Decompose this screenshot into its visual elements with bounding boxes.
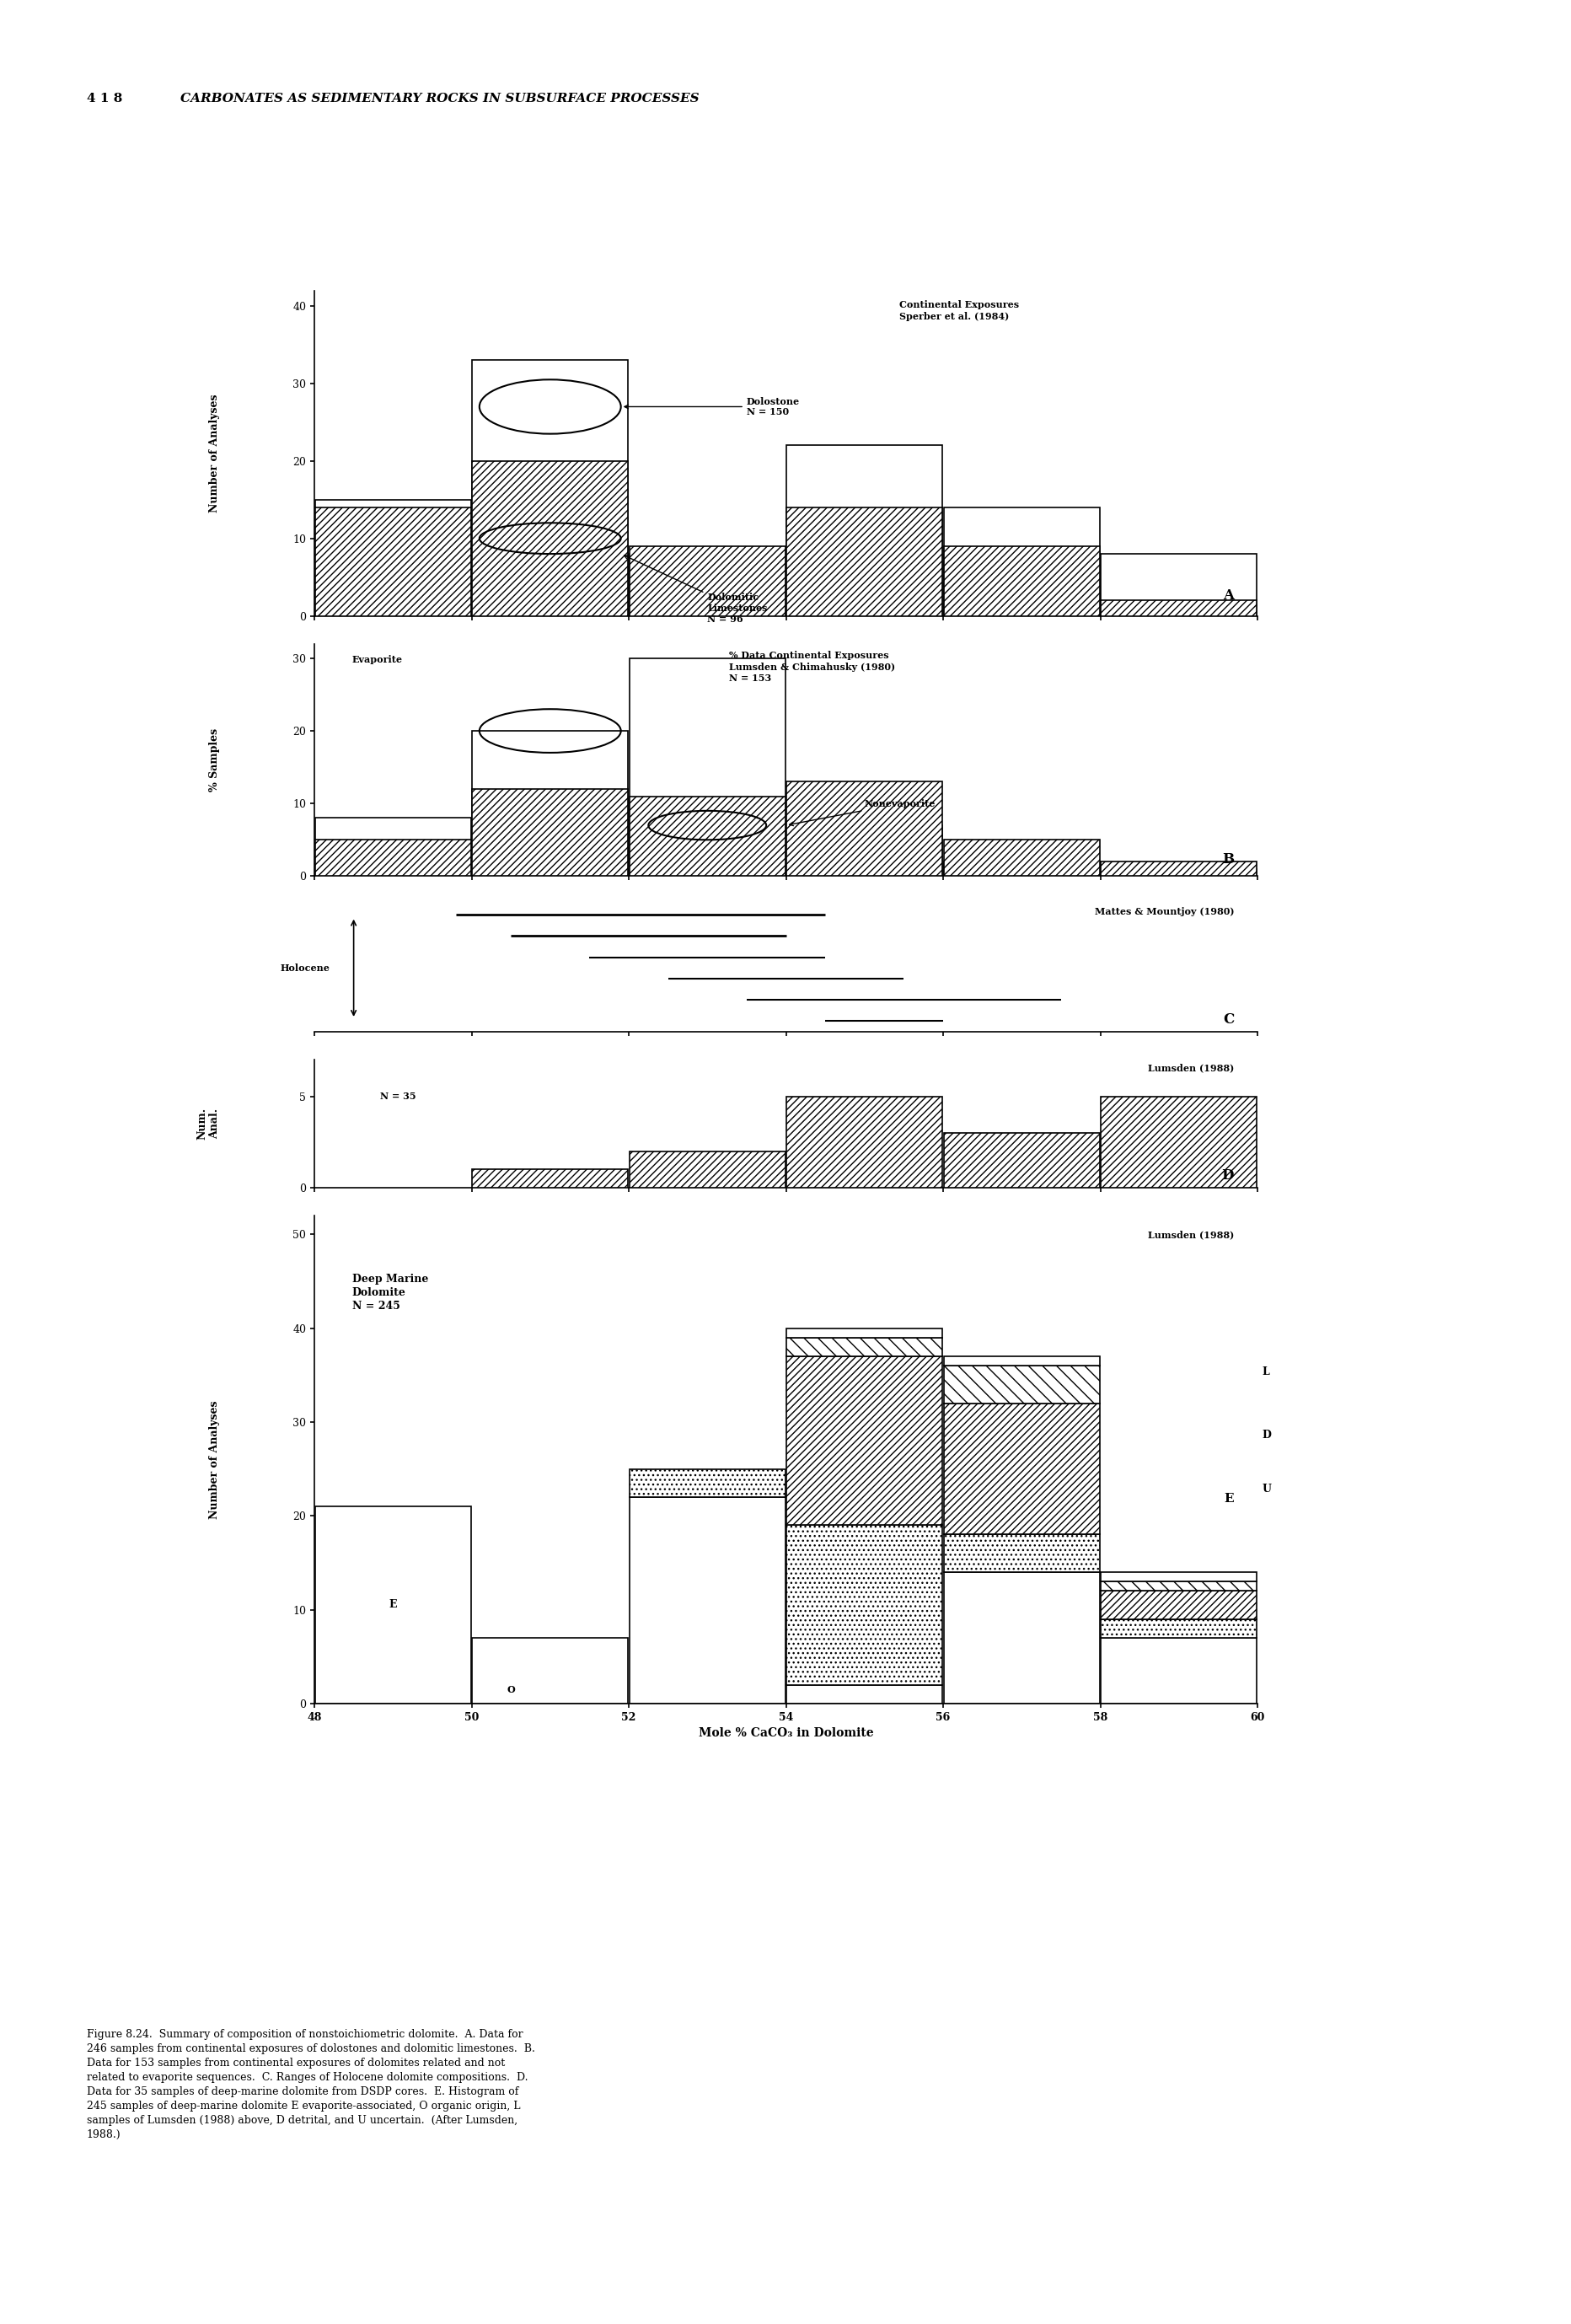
Bar	[787, 1357, 943, 1525]
Bar	[1101, 1097, 1257, 1188]
Text: Mattes & Mountjoy (1980): Mattes & Mountjoy (1980)	[1093, 906, 1233, 916]
Bar	[787, 446, 943, 616]
Text: U: U	[1262, 1483, 1271, 1494]
Bar	[944, 839, 1100, 876]
Bar	[630, 1150, 786, 1188]
Text: A: A	[1222, 588, 1233, 602]
Bar	[473, 732, 628, 876]
Text: Continental Exposures
Sperber et al. (1984): Continental Exposures Sperber et al. (19…	[899, 300, 1018, 321]
Bar	[944, 546, 1100, 616]
Text: Holocene: Holocene	[280, 964, 330, 971]
Text: CARBONATES AS SEDIMENTARY ROCKS IN SUBSURFACE PROCESSES: CARBONATES AS SEDIMENTARY ROCKS IN SUBSU…	[181, 93, 699, 105]
Y-axis label: % Samples: % Samples	[209, 727, 220, 792]
Bar	[473, 460, 628, 616]
Text: Dolostone
N = 150: Dolostone N = 150	[624, 397, 800, 416]
Bar	[316, 839, 471, 876]
Bar	[787, 507, 943, 616]
Text: Evaporite: Evaporite	[352, 655, 402, 665]
Bar	[1101, 862, 1257, 876]
Text: D: D	[1221, 1169, 1233, 1183]
Bar	[944, 1367, 1100, 1404]
Y-axis label: Number of Analyses: Number of Analyses	[209, 1401, 220, 1518]
Bar	[1101, 553, 1257, 616]
Text: 4 1 8: 4 1 8	[86, 93, 123, 105]
Bar	[316, 507, 471, 616]
Bar	[1101, 1583, 1257, 1592]
Text: N = 35: N = 35	[380, 1092, 416, 1102]
Text: Figure 8.24.  Summary of composition of nonstoichiometric dolomite.  A. Data for: Figure 8.24. Summary of composition of n…	[86, 2029, 534, 2140]
Bar	[787, 1525, 943, 1685]
Bar	[316, 818, 471, 876]
Bar	[1101, 600, 1257, 616]
Bar	[316, 500, 471, 616]
Bar	[630, 797, 786, 876]
Bar	[1101, 1592, 1257, 1620]
Bar	[630, 1497, 786, 1703]
Bar	[944, 862, 1100, 876]
Y-axis label: Number of Analyses: Number of Analyses	[209, 395, 220, 511]
Text: D: D	[1262, 1429, 1271, 1441]
Text: L: L	[1262, 1367, 1269, 1378]
Text: Dolomitic
Limestones
N = 96: Dolomitic Limestones N = 96	[624, 555, 767, 623]
Bar	[944, 1404, 1100, 1534]
Bar	[473, 360, 628, 616]
X-axis label: Mole % CaCO₃ in Dolomite: Mole % CaCO₃ in Dolomite	[698, 1727, 873, 1738]
Bar	[787, 1685, 943, 1703]
Y-axis label: Num.
Anal.: Num. Anal.	[196, 1109, 220, 1139]
Bar	[1101, 869, 1257, 876]
Bar	[473, 1638, 628, 1703]
Bar	[944, 1571, 1100, 1703]
Bar	[473, 788, 628, 876]
Bar	[944, 1357, 1100, 1367]
Text: Lumsden (1988): Lumsden (1988)	[1147, 1064, 1233, 1074]
Bar	[787, 1327, 943, 1339]
Text: B: B	[1221, 853, 1233, 867]
Bar	[630, 553, 786, 616]
Bar	[1101, 1620, 1257, 1638]
Bar	[630, 546, 786, 616]
Bar	[630, 658, 786, 876]
Bar	[944, 507, 1100, 616]
Bar	[787, 1097, 943, 1188]
Bar	[944, 1534, 1100, 1571]
Bar	[316, 1506, 471, 1703]
Text: E: E	[388, 1599, 397, 1611]
Bar	[787, 825, 943, 876]
Text: Nonevaporite: Nonevaporite	[789, 799, 935, 825]
Bar	[473, 1169, 628, 1188]
Bar	[1101, 1571, 1257, 1583]
Text: % Data Continental Exposures
Lumsden & Chimahusky (1980)
N = 153: % Data Continental Exposures Lumsden & C…	[729, 651, 895, 683]
Text: Lumsden (1988): Lumsden (1988)	[1147, 1229, 1233, 1239]
Bar	[1101, 1638, 1257, 1703]
Bar	[787, 781, 943, 876]
Bar	[630, 1469, 786, 1497]
Text: C: C	[1222, 1013, 1233, 1027]
Bar	[944, 1132, 1100, 1188]
Text: E: E	[1224, 1492, 1233, 1504]
Text: Deep Marine
Dolomite
N = 245: Deep Marine Dolomite N = 245	[352, 1274, 427, 1313]
Bar	[787, 1339, 943, 1357]
Text: O: O	[506, 1685, 515, 1694]
